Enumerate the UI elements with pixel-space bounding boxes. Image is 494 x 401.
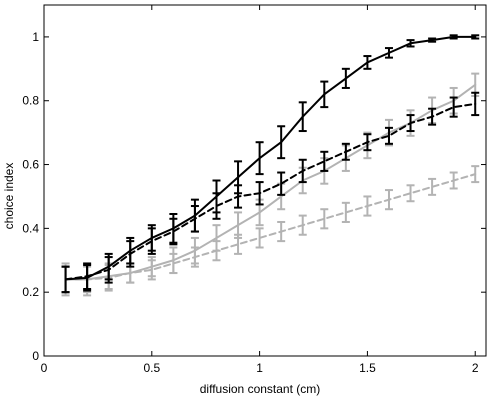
error-bar	[406, 39, 415, 48]
axes: 0 0.5 1 1.5 2 0 0.2 0.4 0.6 0.8 1	[22, 4, 487, 375]
x-tick-label: 0	[41, 361, 48, 375]
error-bar	[428, 107, 437, 126]
series-line	[64, 173, 477, 281]
error-bar	[255, 141, 264, 176]
x-tick-label: 2	[472, 361, 479, 375]
error-bar	[363, 195, 372, 217]
error-bar	[298, 158, 307, 184]
error-bar	[234, 160, 243, 195]
error-bar	[341, 201, 350, 223]
error-bar	[277, 171, 286, 196]
error-bar	[341, 67, 350, 89]
series-0	[61, 34, 480, 294]
error-bar	[83, 264, 92, 292]
error-bar	[147, 256, 156, 278]
series-line	[64, 35, 477, 281]
error-bar	[320, 208, 329, 230]
error-bar	[471, 91, 480, 117]
series-line	[64, 83, 477, 281]
y-tick-label: 0.8	[22, 94, 39, 108]
error-bar	[384, 189, 393, 211]
error-bar	[320, 150, 329, 172]
error-bar	[449, 34, 458, 40]
error-bar	[61, 265, 70, 294]
error-bar	[406, 114, 415, 133]
x-tick-label: 1.5	[359, 361, 376, 375]
error-bar	[298, 101, 307, 133]
error-bar	[341, 142, 350, 161]
error-bar	[255, 181, 264, 206]
error-bar	[277, 125, 286, 160]
y-tick-label: 0.4	[22, 221, 39, 235]
error-bar	[104, 252, 113, 281]
x-axis-label: diffusion constant (cm)	[200, 382, 321, 396]
error-bar	[320, 80, 329, 109]
error-bar	[384, 126, 393, 145]
error-bar	[126, 236, 135, 265]
error-bar	[428, 37, 437, 43]
error-bar	[363, 55, 372, 70]
error-bar	[406, 184, 415, 203]
y-tick-label: 0.2	[22, 285, 39, 299]
error-bar	[449, 171, 458, 190]
error-bar	[384, 47, 393, 59]
series-line	[64, 102, 477, 281]
error-bar	[190, 236, 199, 265]
y-axis-label: choice index	[2, 163, 16, 230]
error-bar	[147, 224, 156, 252]
plot-area	[61, 34, 480, 297]
error-bar	[212, 224, 221, 252]
y-tick-label: 1	[32, 30, 39, 44]
error-bar	[234, 211, 243, 239]
error-bar	[169, 246, 178, 275]
x-tick-label: 1	[256, 361, 263, 375]
x-tick-label: 0.5	[143, 361, 160, 375]
y-tick-label: 0.6	[22, 158, 39, 172]
error-bar	[428, 177, 437, 196]
error-bar	[471, 165, 480, 184]
error-bar	[169, 213, 178, 244]
error-bar	[190, 198, 199, 233]
error-bar	[277, 220, 286, 243]
y-tick-label: 0	[32, 349, 39, 363]
plot-frame	[43, 4, 487, 357]
series-2	[61, 72, 480, 297]
error-bar	[212, 179, 221, 214]
error-bar	[471, 34, 480, 40]
error-bar	[255, 227, 264, 249]
error-bar	[449, 96, 458, 118]
error-bar	[298, 214, 307, 236]
error-bar	[363, 133, 372, 152]
